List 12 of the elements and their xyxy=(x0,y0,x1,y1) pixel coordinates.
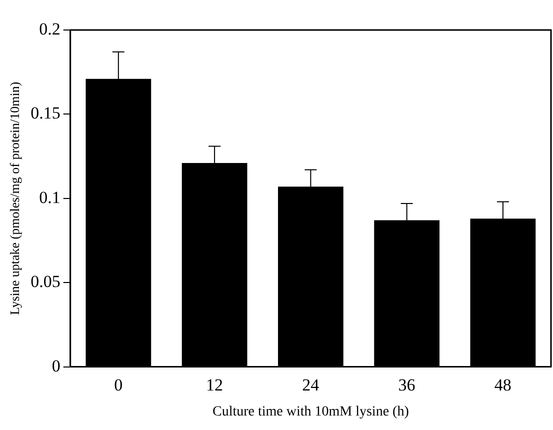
x-tick-label: 48 xyxy=(494,375,512,394)
y-tick-label: 0.1 xyxy=(39,188,60,207)
x-tick-label: 12 xyxy=(206,375,224,394)
x-tick-label: 0 xyxy=(114,375,123,394)
x-tick-label: 36 xyxy=(398,375,416,394)
x-axis-title: Culture time with 10mM lysine (h) xyxy=(212,404,410,420)
y-tick-label: 0.15 xyxy=(30,104,60,123)
y-tick-label: 0.05 xyxy=(30,272,60,292)
y-tick-label: 0.2 xyxy=(39,19,60,38)
y-axis-title: Lysine uptake (pmoles/mg of protein/10min) xyxy=(7,82,22,316)
x-tick-label: 24 xyxy=(302,375,320,394)
y-tick-label: 0 xyxy=(52,356,60,376)
